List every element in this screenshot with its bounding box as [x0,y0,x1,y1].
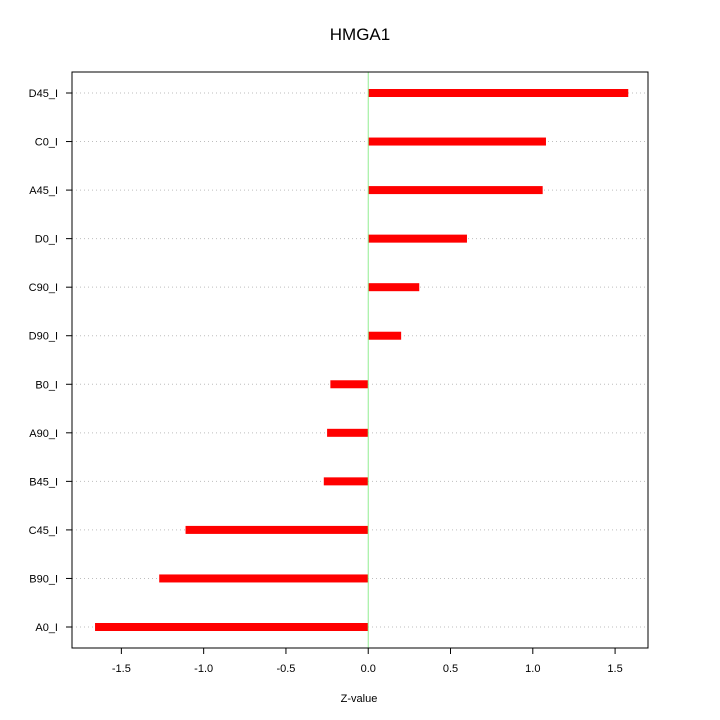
x-tick-label: 1.5 [607,663,622,675]
bar-D0_I [368,234,467,243]
y-tick-label: C90_I [29,282,58,294]
bar-B0_I [330,380,369,389]
bar-A0_I [95,623,369,631]
y-tick-label: D90_I [29,331,58,343]
y-tick-label: C45_I [29,525,58,537]
y-tick-label: B0_I [35,379,58,391]
x-axis-label: Z-value [341,693,378,705]
y-tick-label: D45_I [29,88,58,100]
x-tick-label: 0.0 [361,663,376,675]
y-tick-label: A45_I [29,185,58,197]
x-tick-label: -0.5 [276,663,295,675]
x-tick-label: -1.5 [112,663,131,675]
bar-D90_I [368,331,402,340]
chart-title: HMGA1 [330,25,390,44]
y-tick-label: A90_I [29,428,58,440]
bar-C90_I [368,283,420,292]
bar-C45_I [185,525,369,534]
bar-B90_I [159,574,369,583]
x-tick-label: -1.0 [194,663,213,675]
plot-frame [71,71,649,649]
y-tick-label: B45_I [29,476,58,488]
bar-D45_I [368,89,629,97]
y-tick-label: B90_I [29,573,58,585]
x-tick-label: 0.5 [443,663,458,675]
bar-A90_I [327,428,369,437]
x-tick-label: 1.0 [525,663,540,675]
y-tick-label: C0_I [35,137,58,149]
bar-B45_I [323,477,369,486]
bar-A45_I [368,186,543,195]
bar-C0_I [368,137,546,146]
y-tick-label: D0_I [35,234,58,246]
y-tick-label: A0_I [35,622,58,634]
